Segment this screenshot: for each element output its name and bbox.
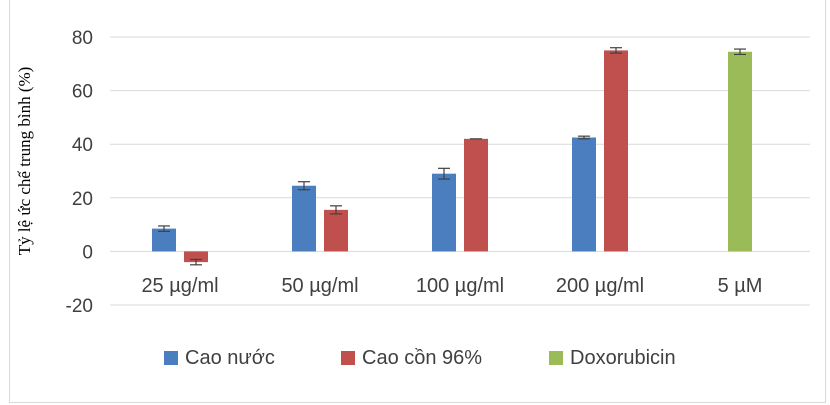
chart-frame	[9, 0, 826, 403]
legend-swatch	[164, 351, 178, 365]
y-tick-label: 40	[72, 135, 93, 156]
y-tick-label: 80	[72, 28, 93, 49]
x-category-label: 50 µg/ml	[281, 275, 358, 297]
bar	[152, 228, 176, 252]
legend-swatch	[341, 351, 355, 365]
y-tick-label: -20	[66, 296, 93, 317]
x-category-label: 100 µg/ml	[416, 275, 504, 297]
y-tick-label: 0	[82, 242, 93, 263]
bar	[604, 50, 628, 252]
bar	[184, 251, 208, 263]
bar	[572, 137, 596, 252]
x-category-label: 200 µg/ml	[556, 275, 644, 297]
bar	[292, 185, 316, 252]
bar	[728, 51, 752, 252]
y-tick-label: 60	[72, 82, 93, 103]
y-axis-title: Tỷ lệ ức chế trung bình (%)	[15, 67, 34, 256]
legend-label: Cao cồn 96%	[362, 347, 482, 369]
legend-swatch	[549, 351, 563, 365]
legend-label: Doxorubicin	[570, 347, 676, 369]
legend-label: Cao nước	[185, 347, 275, 369]
bar	[432, 173, 456, 252]
x-category-label: 25 µg/ml	[141, 275, 218, 297]
y-tick-label: 20	[72, 189, 93, 210]
bar	[324, 209, 348, 252]
x-category-label: 5 µM	[718, 275, 763, 297]
bar	[464, 138, 488, 252]
